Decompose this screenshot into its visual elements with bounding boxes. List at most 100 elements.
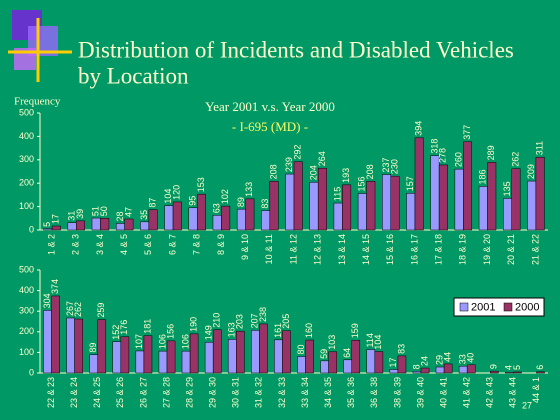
value-label: 5 <box>512 365 522 370</box>
x-tick-label: 31 & 32 <box>254 377 264 408</box>
value-label: 24 <box>419 356 429 366</box>
value-label: 156 <box>357 176 367 191</box>
value-label: 208 <box>365 164 375 179</box>
y-tick-label: 0 <box>29 224 34 234</box>
value-label: 203 <box>235 314 245 329</box>
y-tick-label: 400 <box>19 285 34 295</box>
value-label: 260 <box>453 152 463 167</box>
value-label: 64 <box>342 348 352 358</box>
value-label: 29 <box>434 355 444 365</box>
bar <box>487 162 497 231</box>
bar <box>212 329 222 374</box>
bar <box>478 186 488 231</box>
y-tick-label: 300 <box>19 306 34 316</box>
bar <box>204 342 214 374</box>
value-label: 190 <box>189 317 199 332</box>
value-label: 289 <box>486 145 496 160</box>
slide-title: by Location <box>78 63 189 88</box>
x-tick-label: 5 & 6 <box>143 234 153 255</box>
value-label: 278 <box>438 148 448 163</box>
x-tick-label: 24 & 25 <box>92 377 102 408</box>
bar <box>158 350 168 374</box>
bar <box>406 193 416 231</box>
value-label: 304 <box>42 293 52 308</box>
bar <box>51 225 61 231</box>
x-tick-label: 19 & 20 <box>482 234 492 265</box>
value-label: 47 <box>123 207 133 217</box>
bar <box>74 318 83 374</box>
x-tick-label: 18 & 19 <box>458 234 468 265</box>
bar <box>89 354 98 374</box>
bar <box>297 356 306 374</box>
x-tick-label: 29 & 30 <box>208 377 218 408</box>
value-label: 262 <box>73 302 83 317</box>
bar <box>342 184 352 231</box>
value-label: 208 <box>268 164 278 179</box>
y-tick-label: 200 <box>19 326 34 336</box>
value-label: 374 <box>50 279 60 294</box>
value-label: 133 <box>244 182 254 197</box>
value-label: 230 <box>389 159 399 174</box>
bar <box>282 330 291 374</box>
value-label: 161 <box>273 323 283 338</box>
x-tick-label: 21 & 22 <box>530 234 540 265</box>
value-label: 394 <box>414 121 424 136</box>
bar <box>66 317 75 374</box>
x-tick-label: 12 & 13 <box>313 234 323 265</box>
bar <box>320 360 329 374</box>
y-tick-label: 100 <box>19 347 34 357</box>
x-tick-label: 27 & 28 <box>161 377 171 408</box>
bar <box>236 330 245 374</box>
x-tick-label: 1 & 2 <box>46 234 56 255</box>
bar <box>535 156 545 231</box>
value-label: 292 <box>293 145 303 160</box>
x-tick-label: 26 & 27 <box>138 377 148 408</box>
value-label: 181 <box>142 319 152 334</box>
y-tick-label: 500 <box>19 107 34 117</box>
bar <box>454 168 464 231</box>
x-tick-label: 34 & 35 <box>323 377 333 408</box>
bar <box>513 371 522 374</box>
bar <box>221 205 231 231</box>
bar <box>357 193 367 231</box>
value-label: 160 <box>304 323 314 338</box>
x-tick-label: 33 & 34 <box>300 377 310 408</box>
x-tick-label: 28 & 29 <box>184 377 194 408</box>
value-label: 87 <box>147 198 157 208</box>
value-label: 239 <box>284 157 294 172</box>
bar <box>172 201 182 231</box>
value-label: 204 <box>308 165 318 180</box>
bar <box>140 221 150 231</box>
bar <box>374 351 384 374</box>
value-label: 318 <box>429 139 439 154</box>
bar <box>511 168 521 231</box>
value-label: 31 <box>66 211 76 221</box>
y-tick-label: 500 <box>19 264 34 274</box>
bar <box>505 371 514 374</box>
y-tick-label: 400 <box>19 131 34 141</box>
value-label: 209 <box>526 164 536 179</box>
x-tick-label: 9 & 10 <box>240 234 250 260</box>
bar <box>148 209 158 231</box>
bar <box>527 180 537 231</box>
value-label: 80 <box>296 345 306 355</box>
bar <box>43 310 52 374</box>
value-label: 149 <box>204 325 214 340</box>
bar <box>390 175 400 231</box>
value-label: 89 <box>236 197 246 207</box>
value-label: 156 <box>165 324 175 339</box>
x-tick-label: 22 & 23 <box>46 377 56 408</box>
bar <box>166 340 176 374</box>
bar <box>466 364 476 374</box>
value-label: 59 <box>319 349 329 359</box>
x-tick-label: 15 & 16 <box>385 234 395 265</box>
x-tick-label: 23 & 24 <box>69 377 79 408</box>
bar <box>164 205 174 231</box>
bar <box>285 173 295 231</box>
bar <box>463 141 473 231</box>
bar <box>333 202 343 231</box>
bar <box>309 182 319 231</box>
bar <box>343 359 352 374</box>
decoration <box>8 10 72 82</box>
